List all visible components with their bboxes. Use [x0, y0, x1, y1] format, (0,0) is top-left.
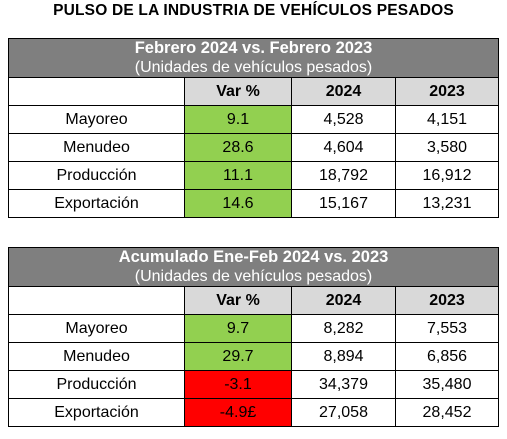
value-2023: 6,856: [395, 342, 499, 371]
value-2024: 18,792: [291, 161, 396, 190]
var-cell: -3.1: [184, 370, 292, 399]
column-header-2024: 2024: [291, 77, 396, 106]
value-2023: 4,151: [395, 105, 499, 134]
column-header-var: Var %: [184, 77, 292, 106]
value-2024: 4,604: [291, 133, 396, 162]
column-headers: Var % 2024 2023: [8, 286, 499, 315]
table-title: Febrero 2024 vs. Febrero 2023: [134, 39, 373, 57]
value-2023: 13,231: [395, 189, 499, 218]
value-2024: 27,058: [291, 398, 396, 427]
value-2023: 35,480: [395, 370, 499, 399]
var-cell: 28.6: [184, 133, 292, 162]
column-header-blank: [8, 77, 185, 106]
row-label: Exportación: [8, 398, 185, 427]
value-2023: 16,912: [395, 161, 499, 190]
var-cell: 29.7: [184, 342, 292, 371]
row-label: Mayoreo: [8, 105, 185, 134]
value-2023: 3,580: [395, 133, 499, 162]
table-row: Mayoreo 9.7 8,282 7,553: [8, 314, 499, 343]
table-row: Mayoreo 9.1 4,528 4,151: [8, 105, 499, 134]
row-label: Exportación: [8, 189, 185, 218]
row-label: Producción: [8, 161, 185, 190]
table-row: Exportación 14.6 15,167 13,231: [8, 189, 499, 218]
table-header: Febrero 2024 vs. Febrero 2023 (Unidades …: [8, 38, 499, 78]
column-header-2024: 2024: [291, 286, 396, 315]
row-label: Menudeo: [8, 342, 185, 371]
var-cell: 9.1: [184, 105, 292, 134]
row-label: Menudeo: [8, 133, 185, 162]
var-cell: 9.7: [184, 314, 292, 343]
table-row: Menudeo 28.6 4,604 3,580: [8, 133, 499, 162]
table-title-cell: Febrero 2024 vs. Febrero 2023 (Unidades …: [8, 38, 499, 78]
table-row: Menudeo 29.7 8,894 6,856: [8, 342, 499, 371]
value-2024: 34,379: [291, 370, 396, 399]
table-title-cell: Acumulado Ene-Feb 2024 vs. 2023 (Unidade…: [8, 247, 499, 287]
table-subtitle: (Unidades de vehículos pesados): [134, 59, 373, 76]
value-2024: 8,894: [291, 342, 396, 371]
value-2024: 15,167: [291, 189, 396, 218]
table-header: Acumulado Ene-Feb 2024 vs. 2023 (Unidade…: [8, 247, 499, 287]
table-cumulative-jan-feb: Acumulado Ene-Feb 2024 vs. 2023 (Unidade…: [8, 247, 499, 427]
value-2023: 7,553: [395, 314, 499, 343]
table-subtitle: (Unidades de vehículos pesados): [134, 268, 373, 285]
column-headers: Var % 2024 2023: [8, 77, 499, 106]
column-header-var: Var %: [184, 286, 292, 315]
value-2023: 28,452: [395, 398, 499, 427]
table-title: Acumulado Ene-Feb 2024 vs. 2023: [118, 248, 389, 266]
table-feb-2024-vs-feb-2023: Febrero 2024 vs. Febrero 2023 (Unidades …: [8, 38, 499, 218]
page-title: PULSO DE LA INDUSTRIA DE VEHÍCULOS PESAD…: [53, 2, 454, 19]
row-label: Mayoreo: [8, 314, 185, 343]
column-header-2023: 2023: [395, 286, 499, 315]
var-cell: -4.9£: [184, 398, 292, 427]
table-row: Producción -3.1 34,379 35,480: [8, 370, 499, 399]
var-cell: 11.1: [184, 161, 292, 190]
var-cell: 14.6: [184, 189, 292, 218]
value-2024: 4,528: [291, 105, 396, 134]
table-row: Producción 11.1 18,792 16,912: [8, 161, 499, 190]
row-label: Producción: [8, 370, 185, 399]
column-header-2023: 2023: [395, 77, 499, 106]
value-2024: 8,282: [291, 314, 396, 343]
column-header-blank: [8, 286, 185, 315]
table-row: Exportación -4.9£ 27,058 28,452: [8, 398, 499, 427]
